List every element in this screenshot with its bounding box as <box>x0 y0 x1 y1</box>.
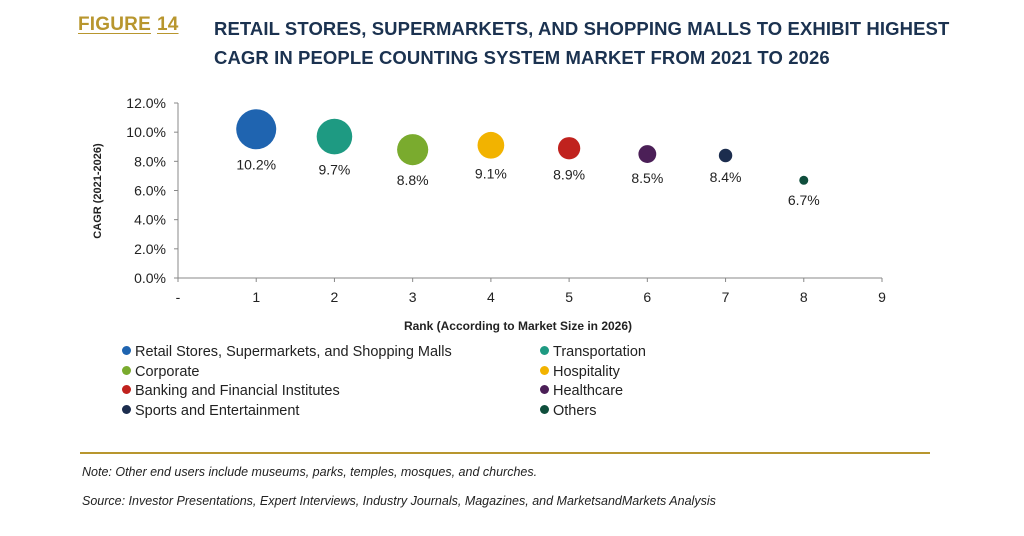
x-tick-label: 7 <box>722 289 730 305</box>
bubble-point <box>557 137 581 160</box>
bubble-point <box>397 134 429 166</box>
legend-marker <box>122 385 131 394</box>
legend-item: Retail Stores, Supermarkets, and Shoppin… <box>122 344 452 360</box>
x-tick-label: 4 <box>487 289 495 305</box>
legend-item: Banking and Financial Institutes <box>122 383 340 399</box>
legend-item: Others <box>540 403 597 419</box>
legend-label: Healthcare <box>553 383 624 399</box>
legend-marker <box>122 365 131 375</box>
bubble-point <box>316 118 353 155</box>
legend-marker <box>540 365 549 375</box>
note: Note: Other end users include museums, p… <box>82 465 538 479</box>
y-tick-label: 2.0% <box>134 241 166 257</box>
data-label: 8.5% <box>631 170 663 186</box>
legend-label: Hospitality <box>553 363 620 380</box>
legend-marker <box>540 346 549 355</box>
legend-label: Sports and Entertainment <box>135 402 300 419</box>
y-tick-label: 6.0% <box>134 183 166 199</box>
y-axis-label: CAGR (2021-2026) <box>92 143 104 239</box>
legend-item: Healthcare <box>540 383 623 399</box>
y-tick-label: 8.0% <box>134 153 166 169</box>
bubble-point <box>718 148 733 163</box>
data-label: 8.8% <box>397 172 429 188</box>
data-label: 10.2% <box>236 156 276 172</box>
y-tick-label: 4.0% <box>134 212 166 228</box>
x-tick-label: 2 <box>331 289 339 305</box>
data-label: 9.7% <box>318 161 350 177</box>
bubble-chart: 0.0% 2.0% 4.0% 6.0% 8.0% 10.0% 12.0% - 1 2 3 4 5 6 7 8… <box>92 95 886 333</box>
bubble-point <box>236 109 277 150</box>
x-axis: - 1 2 3 4 5 6 7 8 9 <box>176 277 886 305</box>
x-tick-label: 3 <box>409 289 417 305</box>
x-tick-label: 5 <box>565 289 573 305</box>
figure-label-text: FIGURE <box>78 14 151 35</box>
legend-label: Others <box>553 402 597 419</box>
legend-label: Transportation <box>553 344 646 360</box>
bubble-point <box>638 145 657 163</box>
data-label: 8.9% <box>553 166 585 182</box>
legend-item: Hospitality <box>540 364 620 380</box>
legend-label: Retail Stores, Supermarkets, and Shoppin… <box>135 344 452 360</box>
legend-marker <box>122 346 131 355</box>
x-tick-label: 1 <box>252 289 260 305</box>
figure-label: FIGURE 14 <box>78 14 179 36</box>
x-tick-label: - <box>176 289 181 305</box>
source: Source: Investor Presentations, Expert I… <box>82 494 716 508</box>
bubble-point <box>477 131 505 159</box>
legend-marker <box>122 404 131 414</box>
y-tick-label: 0.0% <box>134 270 166 286</box>
figure-title: RETAIL STORES, SUPERMARKETS, AND SHOPPIN… <box>214 18 950 68</box>
legend-item: Corporate <box>122 364 199 380</box>
divider <box>80 452 930 454</box>
legend-marker <box>540 385 549 394</box>
legend-marker <box>540 404 549 414</box>
figure-number: 14 <box>156 14 179 35</box>
data-label: 9.1% <box>475 166 507 182</box>
bubble-point <box>799 175 809 185</box>
legend-item: Sports and Entertainment <box>122 403 299 419</box>
y-tick-label: 12.0% <box>126 95 166 111</box>
x-axis-label: Rank (According to Market Size in 2026) <box>404 319 632 333</box>
x-tick-label: 8 <box>800 289 808 305</box>
data-label: 6.7% <box>788 192 820 208</box>
bubbles-layer: 10.2% 9.7% 8.8% 9.1% 8.9% 8.5% 8.4% 6.7% <box>236 109 820 208</box>
legend-item: Transportation <box>540 344 646 360</box>
y-axis: 0.0% 2.0% 4.0% 6.0% 8.0% 10.0% 12.0% <box>126 95 179 286</box>
x-tick-label: 6 <box>643 289 651 305</box>
y-tick-label: 10.0% <box>126 124 166 140</box>
legend-label: Banking and Financial Institutes <box>135 383 340 399</box>
x-tick-label: 9 <box>878 289 886 305</box>
data-label: 8.4% <box>710 169 742 185</box>
legend-label: Corporate <box>135 363 200 380</box>
